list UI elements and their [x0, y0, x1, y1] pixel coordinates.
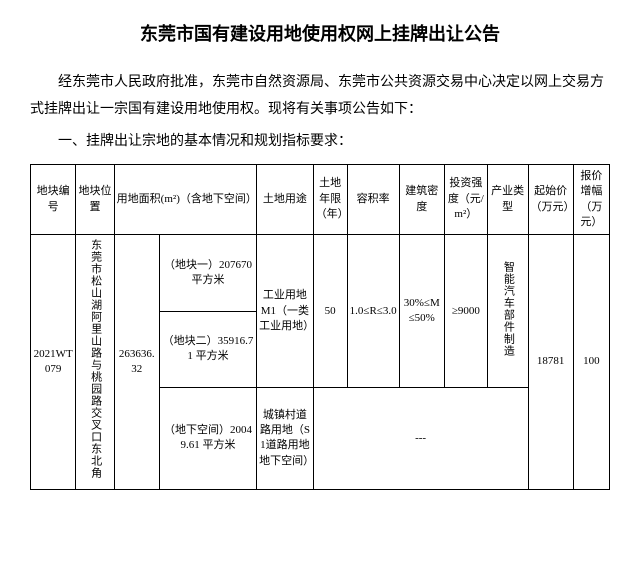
cell-far: 1.0≤R≤3.0	[347, 235, 399, 388]
cell-bid-step: 100	[573, 235, 609, 489]
th-invest: 投资强度（元/m²）	[444, 164, 487, 235]
th-start-price: 起始价（万元）	[528, 164, 573, 235]
cell-plot-id: 2021WT079	[31, 235, 76, 489]
cell-invest: ≥9000	[444, 235, 487, 388]
cell-term: 50	[313, 235, 347, 388]
cell-location: 东莞市松山湖阿里山路与桃园路交叉口东北角	[76, 235, 114, 489]
cell-area-p1: （地块一）207670 平方米	[159, 235, 256, 311]
th-density: 建筑密度	[399, 164, 444, 235]
intro-paragraph: 经东莞市人民政府批准，东莞市自然资源局、东莞市公共资源交易中心决定以网上交易方式…	[30, 70, 610, 123]
header-row: 地块编号 地块位置 用地面积(m²)（含地下空间） 土地用途 土地年限（年） 容…	[31, 164, 610, 235]
section-heading: 一、挂牌出让宗地的基本情况和规划指标要求：	[30, 129, 610, 156]
cell-area-ug: （地下空间）20049.61 平方米	[159, 388, 256, 490]
th-use: 土地用途	[257, 164, 314, 235]
th-far: 容积率	[347, 164, 399, 235]
cell-use-main: 工业用地 M1（一类工业用地）	[257, 235, 314, 388]
land-table: 地块编号 地块位置 用地面积(m²)（含地下空间） 土地用途 土地年限（年） 容…	[30, 164, 610, 490]
cell-density: 30%≤M≤50%	[399, 235, 444, 388]
cell-industry: 智能汽车部件制造	[487, 235, 528, 388]
th-term: 土地年限（年）	[313, 164, 347, 235]
cell-start-price: 18781	[528, 235, 573, 489]
th-industry: 产业类型	[487, 164, 528, 235]
th-location: 地块位置	[76, 164, 114, 235]
cell-use-ug: 城镇村道路用地（S1道路用地 地下空间）	[257, 388, 314, 490]
th-plot-id: 地块编号	[31, 164, 76, 235]
cell-area-p2: （地块二）35916.71 平方米	[159, 311, 256, 387]
th-area: 用地面积(m²)（含地下空间）	[114, 164, 256, 235]
page-title: 东莞市国有建设用地使用权网上挂牌出让公告	[30, 20, 610, 46]
cell-dash: ---	[313, 388, 528, 490]
data-row-1: 2021WT079 东莞市松山湖阿里山路与桃园路交叉口东北角 263636.32…	[31, 235, 610, 311]
cell-area-total: 263636.32	[114, 235, 159, 489]
th-bid-step: 报价增幅（万元）	[573, 164, 609, 235]
